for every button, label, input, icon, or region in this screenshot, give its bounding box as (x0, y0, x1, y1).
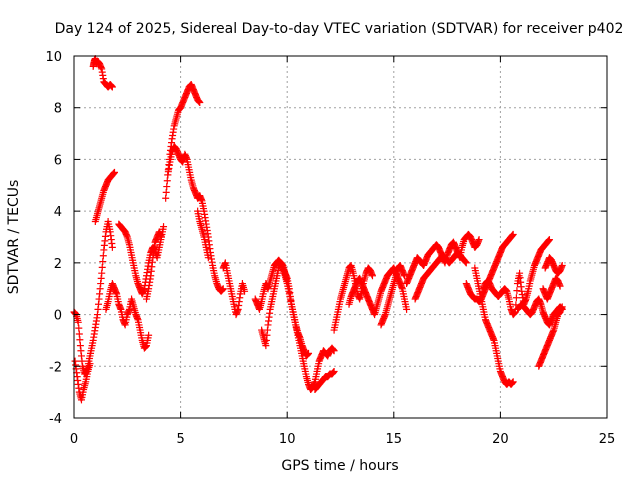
data-point (160, 223, 168, 231)
data-point (509, 230, 517, 238)
data-point (330, 367, 338, 375)
data-point (108, 243, 116, 251)
data-point (558, 261, 566, 269)
data-point (330, 347, 338, 355)
data-point (111, 168, 119, 176)
data-point (219, 285, 227, 293)
axis-tick-labels: 0 5 10 15 20 25 -4 -2 0 2 4 6 8 10 (45, 50, 615, 447)
y-tick-label: 4 (54, 205, 62, 220)
data-point (108, 83, 116, 91)
data-point (462, 259, 470, 267)
x-tick-label: 20 (492, 432, 509, 447)
y-tick-label: 2 (54, 257, 62, 272)
x-axis-label: GPS time / hours (281, 458, 398, 474)
data-point (475, 236, 483, 244)
x-tick-label: 15 (386, 432, 403, 447)
data-point (145, 331, 153, 339)
data-point (157, 233, 165, 241)
data-point (558, 303, 566, 311)
chart-title: Day 124 of 2025, Sidereal Day-to-day VTE… (55, 21, 624, 37)
data-point (545, 236, 553, 244)
data-point (86, 360, 94, 368)
y-tick-label: -2 (49, 360, 62, 375)
data-point (305, 349, 313, 357)
data-series-sdtvar (70, 55, 566, 404)
x-tick-label: 25 (599, 432, 616, 447)
y-tick-label: 10 (45, 50, 62, 65)
data-point (368, 272, 376, 280)
y-tick-label: 0 (54, 309, 62, 324)
data-point (204, 254, 212, 262)
y-axis-label: SDTVAR / TECUs (6, 180, 22, 295)
data-point (513, 287, 521, 295)
plot-frame (73, 55, 608, 419)
x-tick-label: 5 (176, 432, 184, 447)
y-tick-label: -4 (49, 412, 62, 427)
x-tick-label: 10 (279, 432, 296, 447)
data-point (241, 287, 249, 295)
data-point (556, 282, 564, 290)
data-point (403, 305, 411, 313)
x-tick-label: 0 (70, 432, 78, 447)
y-tick-label: 8 (54, 102, 62, 117)
axis-ticks (73, 55, 608, 419)
data-point (509, 378, 517, 386)
y-tick-label: 6 (54, 153, 62, 168)
data-point (512, 294, 520, 302)
data-point (196, 99, 204, 107)
